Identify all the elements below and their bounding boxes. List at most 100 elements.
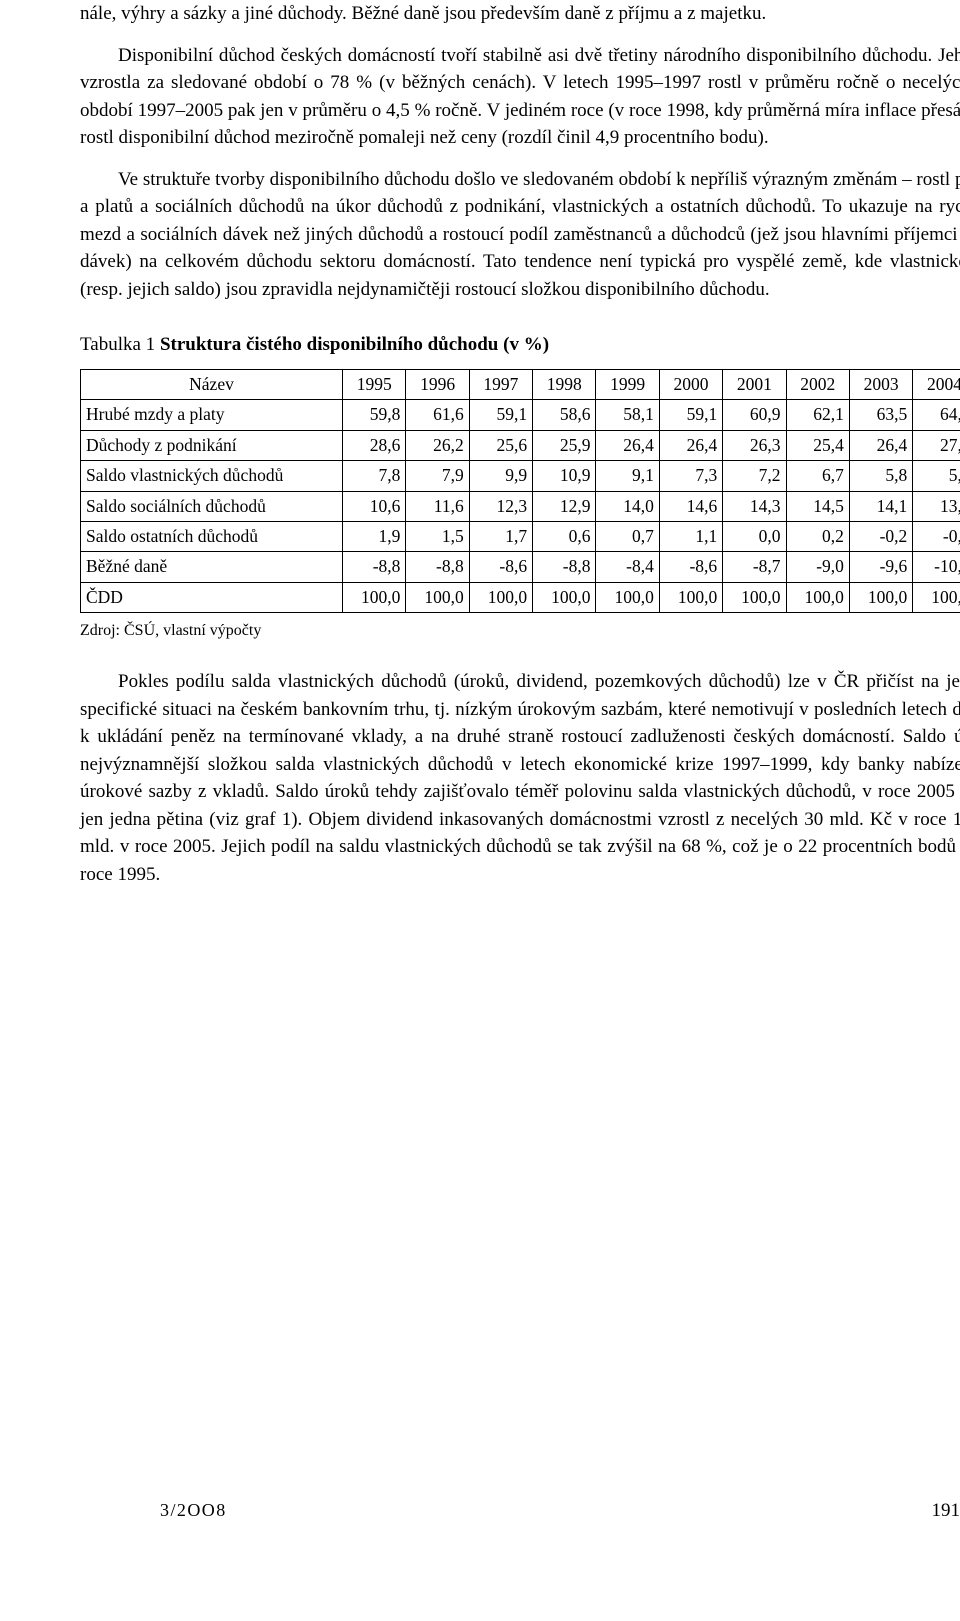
table-cell: 58,1 (596, 400, 659, 430)
table-cell: 9,9 (469, 461, 532, 491)
table-cell: 1,7 (469, 521, 532, 551)
page-footer: 3/2OO8 191 (160, 1497, 960, 1525)
table-cell: 7,8 (343, 461, 406, 491)
table-cell: 14,0 (596, 491, 659, 521)
table-header-year: 2002 (786, 370, 849, 400)
table-cell: -8,8 (406, 552, 469, 582)
table-cell: 14,5 (786, 491, 849, 521)
table-cell: 100,0 (659, 582, 722, 612)
table-cell: 63,5 (849, 400, 912, 430)
table-header-year: 1998 (533, 370, 596, 400)
table-cell: -10,0 (913, 552, 960, 582)
table-cell: 60,9 (723, 400, 786, 430)
table-cell: -8,6 (659, 552, 722, 582)
paragraph-1: nále, výhry a sázky a jiné důchody. Běžn… (80, 0, 960, 28)
table-cell: -0,4 (913, 521, 960, 551)
table-cell: 100,0 (723, 582, 786, 612)
data-table: Název 1995 1996 1997 1998 1999 2000 2001… (80, 369, 960, 613)
table-row: Saldo vlastnických důchodů7,87,99,910,99… (81, 461, 960, 491)
table-cell: 25,6 (469, 430, 532, 460)
table-cell: -8,4 (596, 552, 659, 582)
table-row-label: Důchody z podnikání (81, 430, 343, 460)
table-cell: -0,2 (849, 521, 912, 551)
table-cell: 59,1 (469, 400, 532, 430)
table-header-year: 2001 (723, 370, 786, 400)
table-cell: 12,3 (469, 491, 532, 521)
table-cell: 0,2 (786, 521, 849, 551)
table-row-label: Saldo ostatních důchodů (81, 521, 343, 551)
table-cell: -8,8 (343, 552, 406, 582)
table-cell: 100,0 (849, 582, 912, 612)
table-cell: 7,2 (723, 461, 786, 491)
table-cell: 7,3 (659, 461, 722, 491)
table-row: Hrubé mzdy a platy59,861,659,158,658,159… (81, 400, 960, 430)
table-header-year: 1999 (596, 370, 659, 400)
table-cell: 0,0 (723, 521, 786, 551)
table-cell: 10,6 (343, 491, 406, 521)
table-row: Saldo ostatních důchodů1,91,51,70,60,71,… (81, 521, 960, 551)
table-cell: 1,5 (406, 521, 469, 551)
table-header-year: 2000 (659, 370, 722, 400)
table-caption-title: Struktura čistého disponibilního důchodu… (160, 334, 549, 355)
table-cell: 14,1 (849, 491, 912, 521)
table-row-label: Běžné daně (81, 552, 343, 582)
table-cell: -8,8 (533, 552, 596, 582)
paragraph-2: Disponibilní důchod českých domácností t… (80, 42, 960, 152)
table-cell: 100,0 (469, 582, 532, 612)
table-cell: 26,4 (659, 430, 722, 460)
table-cell: 10,9 (533, 461, 596, 491)
table-cell: 100,0 (913, 582, 960, 612)
footer-issue: 3/2OO8 (160, 1497, 227, 1525)
table-cell: 26,2 (406, 430, 469, 460)
table-cell: 5,8 (849, 461, 912, 491)
table-cell: 64,5 (913, 400, 960, 430)
table-header-year: 1997 (469, 370, 532, 400)
table-cell: 100,0 (343, 582, 406, 612)
table-cell: 27,0 (913, 430, 960, 460)
table-cell: 26,3 (723, 430, 786, 460)
table-cell: 0,6 (533, 521, 596, 551)
table-header-year: 2004 (913, 370, 960, 400)
table-cell: -9,0 (786, 552, 849, 582)
table-header-year: 1995 (343, 370, 406, 400)
table-cell: 62,1 (786, 400, 849, 430)
table-header-year: 1996 (406, 370, 469, 400)
table-cell: 0,7 (596, 521, 659, 551)
table-cell: 6,7 (786, 461, 849, 491)
table-cell: 1,9 (343, 521, 406, 551)
table-cell: 100,0 (406, 582, 469, 612)
table-row: Důchody z podnikání28,626,225,625,926,42… (81, 430, 960, 460)
table-cell: 7,9 (406, 461, 469, 491)
table-cell: 100,0 (596, 582, 659, 612)
paragraph-3: Ve struktuře tvorby disponibilního důcho… (80, 166, 960, 304)
table-cell: 9,1 (596, 461, 659, 491)
table-cell: 26,4 (849, 430, 912, 460)
table-cell: 13,4 (913, 491, 960, 521)
table-cell: 14,3 (723, 491, 786, 521)
table-cell: 59,8 (343, 400, 406, 430)
table-row-label: Hrubé mzdy a platy (81, 400, 343, 430)
table-source: Zdroj: ČSÚ, vlastní výpočty (80, 619, 960, 642)
table-cell: 28,6 (343, 430, 406, 460)
table-cell: 100,0 (533, 582, 596, 612)
table-cell: 61,6 (406, 400, 469, 430)
table-cell: 11,6 (406, 491, 469, 521)
table-cell: 58,6 (533, 400, 596, 430)
table-cell: 12,9 (533, 491, 596, 521)
table-cell: 14,6 (659, 491, 722, 521)
table-cell: -9,6 (849, 552, 912, 582)
table-row: Saldo sociálních důchodů10,611,612,312,9… (81, 491, 960, 521)
paragraph-4: Pokles podílu salda vlastnických důchodů… (80, 668, 960, 888)
footer-page-number: 191 (932, 1497, 960, 1525)
table-cell: 25,4 (786, 430, 849, 460)
table-cell: 59,1 (659, 400, 722, 430)
table-cell: 25,9 (533, 430, 596, 460)
table-row: ČDD100,0100,0100,0100,0100,0100,0100,010… (81, 582, 960, 612)
table-header-row: Název 1995 1996 1997 1998 1999 2000 2001… (81, 370, 960, 400)
table-header-name: Název (81, 370, 343, 400)
table-row-label: Saldo sociálních důchodů (81, 491, 343, 521)
table-cell: 5,4 (913, 461, 960, 491)
table-row-label: ČDD (81, 582, 343, 612)
table-cell: -8,7 (723, 552, 786, 582)
table-cell: 100,0 (786, 582, 849, 612)
